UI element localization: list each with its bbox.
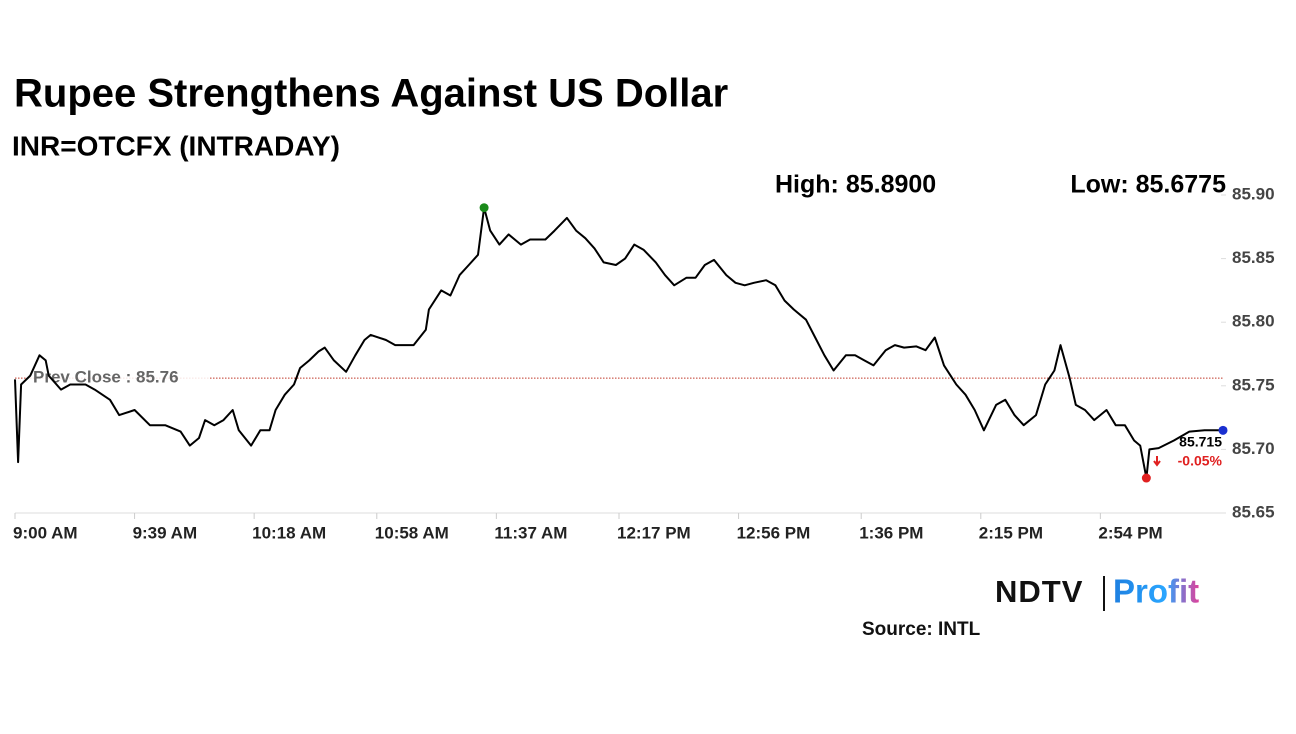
- change-label: -0.05%: [1178, 453, 1223, 469]
- x-tick-label: 10:18 AM: [252, 523, 326, 542]
- price-line: [14, 206, 1223, 479]
- x-tick-label: 9:39 AM: [133, 523, 198, 542]
- low-label: Low: 85.6775: [1070, 171, 1226, 199]
- logo-left: NDTV: [995, 574, 1083, 609]
- x-tick-label: 11:37 AM: [494, 523, 567, 542]
- high-label: High: 85.8900: [775, 171, 936, 199]
- logo-right: Profit: [1113, 573, 1199, 610]
- chart-title: Rupee Strengthens Against US Dollar: [14, 72, 728, 116]
- y-tick-label: 85.80: [1232, 312, 1275, 331]
- y-tick-label: 85.65: [1232, 502, 1275, 521]
- x-tick-label: 2:54 PM: [1098, 523, 1162, 542]
- x-tick-label: 12:56 PM: [737, 523, 811, 542]
- x-tick-label: 1:36 PM: [859, 523, 923, 542]
- y-tick-label: 85.70: [1232, 439, 1275, 458]
- x-tick-label: 12:17 PM: [617, 523, 691, 542]
- chart-subtitle: INR=OTCFX (INTRADAY): [12, 130, 340, 161]
- down-arrow: [1153, 456, 1161, 467]
- high-marker: [479, 203, 489, 213]
- x-tick-label: 10:58 AM: [375, 523, 449, 542]
- x-tick-label: 2:15 PM: [979, 523, 1043, 542]
- y-tick-label: 85.75: [1232, 375, 1275, 394]
- prev-close-label: Prev Close : 85.76: [33, 368, 179, 387]
- low-marker: [1141, 473, 1151, 483]
- last-label: 85.715: [1179, 434, 1222, 450]
- prev-close-bg: [30, 366, 210, 389]
- y-tick-label: 85.85: [1232, 248, 1275, 267]
- x-tick-label: 9:00 AM: [13, 523, 78, 542]
- last-marker: [1218, 425, 1228, 435]
- source: Source: INTL: [862, 619, 981, 640]
- y-tick-label: 85.90: [1232, 184, 1275, 203]
